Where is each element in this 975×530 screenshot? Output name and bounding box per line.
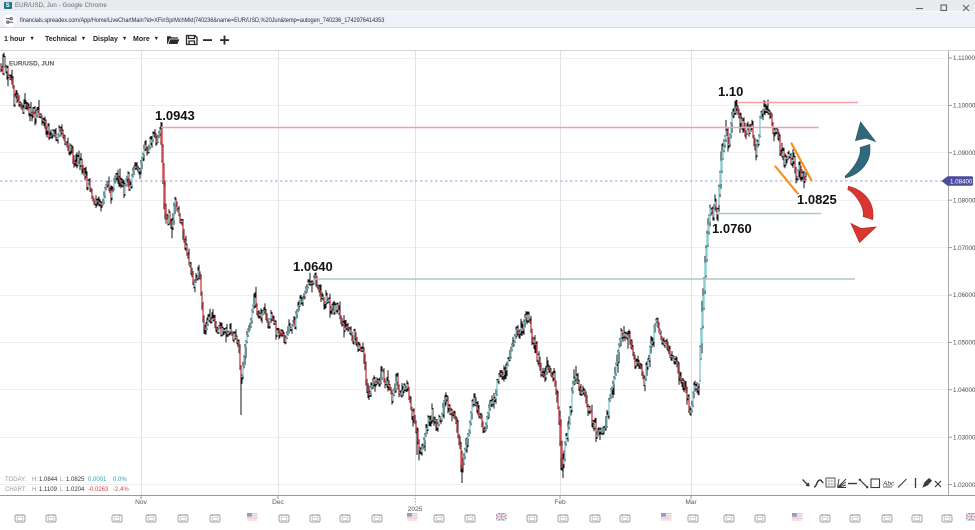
svg-text:1.0844: 1.0844 <box>39 477 58 483</box>
svg-text:1.1109: 1.1109 <box>39 487 58 493</box>
svg-text:Mar: Mar <box>685 499 697 506</box>
svg-text:1.0760: 1.0760 <box>712 221 752 236</box>
svg-text:1.04000: 1.04000 <box>953 387 975 394</box>
svg-text:1.0825: 1.0825 <box>66 477 85 483</box>
svg-text:Feb: Feb <box>554 499 566 506</box>
svg-text:H:: H: <box>32 487 38 493</box>
svg-text:1.07000: 1.07000 <box>953 245 975 252</box>
svg-text:1.02000: 1.02000 <box>953 482 975 489</box>
svg-text:Nov: Nov <box>135 499 147 506</box>
svg-text:TODAY:: TODAY: <box>5 477 27 483</box>
svg-text:-2.4%: -2.4% <box>113 487 129 493</box>
svg-text:1.0204: 1.0204 <box>66 487 85 493</box>
svg-text:1.06000: 1.06000 <box>953 292 975 299</box>
svg-text:0.0%: 0.0% <box>113 477 127 483</box>
svg-text:1.11000: 1.11000 <box>953 55 975 62</box>
svg-text:1.08400: 1.08400 <box>950 178 973 185</box>
svg-text:Dec: Dec <box>272 499 284 506</box>
svg-text:1.0825: 1.0825 <box>797 192 837 207</box>
svg-text:1.09000: 1.09000 <box>953 150 975 157</box>
svg-text:2025: 2025 <box>408 506 423 513</box>
svg-text:-0.0263: -0.0263 <box>88 487 109 493</box>
svg-text:1.10: 1.10 <box>718 84 743 99</box>
svg-text:1.03000: 1.03000 <box>953 434 975 441</box>
svg-text:EUR/USD, JUN: EUR/USD, JUN <box>9 61 54 68</box>
svg-text:L:: L: <box>60 477 65 483</box>
svg-text:Abc: Abc <box>882 481 895 488</box>
svg-text:1.10000: 1.10000 <box>953 103 975 110</box>
svg-text:L:: L: <box>60 487 65 493</box>
svg-text:1.0640: 1.0640 <box>293 259 333 274</box>
svg-text:1.08000: 1.08000 <box>953 197 975 204</box>
svg-text:0.0001: 0.0001 <box>88 477 107 483</box>
svg-text:H:: H: <box>32 477 38 483</box>
svg-text:CHART:: CHART: <box>5 487 27 493</box>
svg-text:1.0943: 1.0943 <box>155 108 195 123</box>
svg-text:1.05000: 1.05000 <box>953 340 975 347</box>
